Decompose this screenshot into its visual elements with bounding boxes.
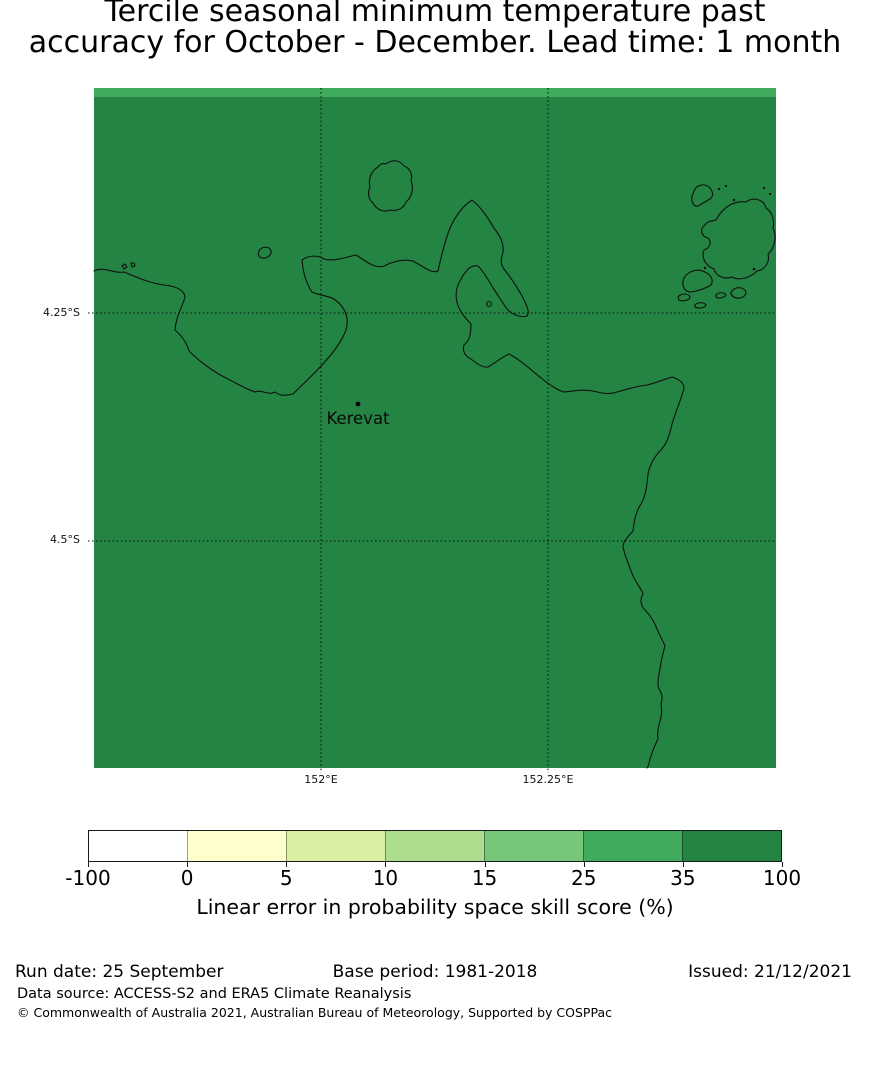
colorbar-segment [583, 831, 682, 861]
islet-west-2 [130, 262, 136, 268]
colorbar-tick-label: 35 [670, 866, 696, 890]
islet-speck [732, 198, 736, 202]
islet-specks [703, 184, 772, 271]
colorbar-tick-label: 15 [471, 866, 498, 890]
islet-speck [703, 266, 707, 270]
colorbar-tick-label: 25 [570, 866, 597, 890]
figure-title-line1: Tercile seasonal minimum temperature pas… [104, 0, 766, 29]
colorbar-tick-mark [286, 862, 288, 867]
data-source-text: Data source: ACCESS-S2 and ERA5 Climate … [17, 986, 412, 1002]
colorbar-tick-mark [682, 862, 684, 867]
islet-speck [717, 187, 721, 191]
map: Kerevat [88, 88, 776, 773]
colorbar-tick-mark [187, 862, 189, 867]
coastlines [93, 160, 776, 769]
base-period-text: Base period: 1981-2018 [332, 962, 538, 982]
colorbar-segment [484, 831, 583, 861]
copyright-text: © Commonwealth of Australia 2021, Austra… [17, 1005, 612, 1020]
y-tick-4-5s: 4.5°S [50, 533, 80, 546]
islet-speck [768, 192, 772, 196]
colorbar-segment [286, 831, 385, 861]
issued-text: Issued: 21/12/2021 [688, 962, 852, 982]
colorbar-tick-mark [88, 862, 89, 867]
colorbar-segment [682, 831, 781, 861]
colorbar-ticks: -100 0 5 10 15 25 35 100 [65, 862, 801, 890]
islet-south-a [677, 293, 691, 302]
y-tick-4-25s: 4.25°S [43, 306, 80, 319]
island-small-oval [257, 246, 272, 259]
island-volcano [368, 160, 413, 212]
islet-speck [752, 267, 756, 271]
colorbar-segment [187, 831, 286, 861]
station-label: Kerevat [326, 409, 390, 428]
colorbar-tick-label: 5 [279, 866, 293, 890]
islet-bay [485, 300, 493, 308]
station-marker-dot [355, 401, 361, 407]
map-fill [94, 88, 776, 768]
colorbar-tick-mark [385, 862, 387, 867]
colorbar-label: Linear error in probability space skill … [196, 895, 674, 919]
island-duke-west-lobe [682, 269, 713, 293]
figure-title-line2: accuracy for October - December. Lead ti… [28, 25, 842, 60]
run-date-text: Run date: 25 September [15, 962, 224, 982]
colorbar-segment [385, 831, 484, 861]
colorbar-tick-mark [782, 862, 783, 867]
islet-south-b [694, 302, 707, 309]
coastline-mainland [93, 199, 685, 769]
colorbar-tick-label: 0 [180, 866, 194, 890]
colorbar [88, 830, 782, 862]
island-duke-nw [691, 184, 714, 207]
colorbar-tick-mark [484, 862, 486, 867]
islet-speck [762, 186, 766, 190]
island-duke-main [701, 198, 776, 280]
graticule [88, 88, 776, 773]
figure-title: Tercile seasonal minimum temperature pas… [0, 0, 870, 58]
map-canvas [88, 88, 776, 773]
x-tick-152e: 152°E [304, 773, 338, 786]
islet-south-d [730, 287, 747, 299]
colorbar-tick-label: 100 [762, 866, 802, 890]
colorbar-tick-label: -100 [65, 866, 111, 890]
x-tick-152-25e: 152.25°E [522, 773, 574, 786]
colorbar-tick-mark [583, 862, 585, 867]
islet-south-c [715, 292, 727, 299]
islet-speck [724, 184, 728, 188]
colorbar-segment [89, 831, 187, 861]
colorbar-tick-label: 10 [372, 866, 399, 890]
map-top-band [94, 88, 776, 97]
islet-west-1 [121, 263, 128, 270]
